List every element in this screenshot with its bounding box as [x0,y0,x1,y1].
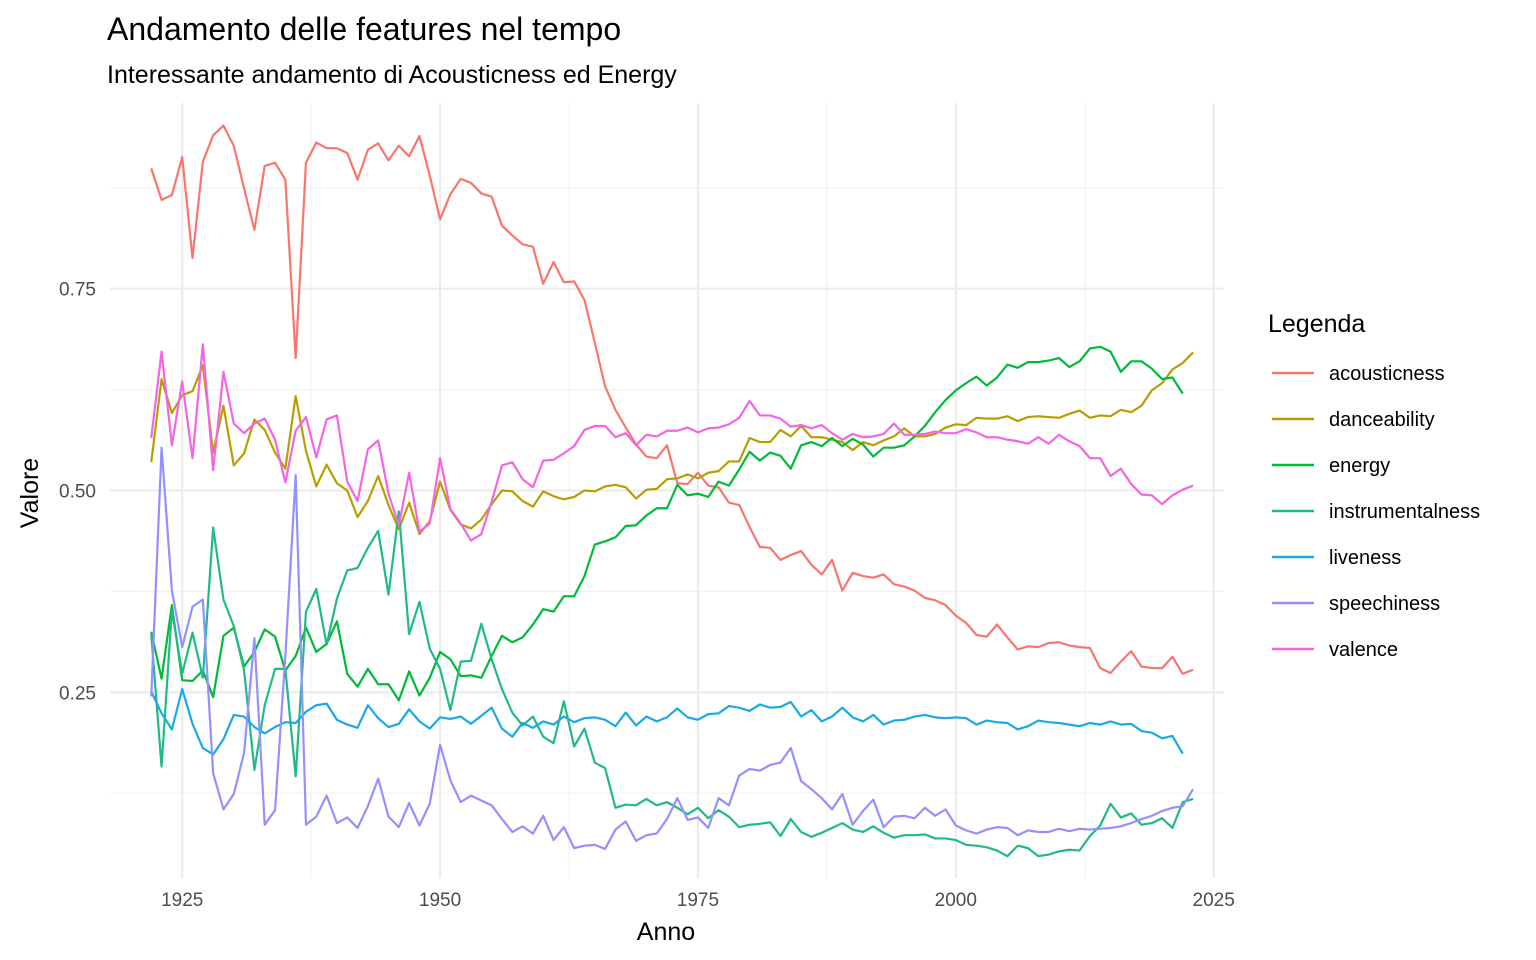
series-line-acousticness [150,124,1194,675]
legend-label: energy [1329,455,1390,477]
series-line-energy [150,345,1184,702]
legend-item-instrumentalness: instrumentalness [1272,501,1480,523]
series-line-speechiness [150,446,1194,851]
legend-label: acousticness [1329,363,1445,385]
legend-label: instrumentalness [1329,501,1480,523]
legend-label: danceability [1329,409,1435,431]
legend-label: valence [1329,639,1398,661]
x-tick-label: 1925 [161,890,203,911]
legend-title: Legenda [1268,310,1365,338]
grid [110,103,1224,878]
legend-item-valence: valence [1272,639,1398,661]
chart-title: Andamento delle features nel tempo [107,11,621,47]
series-line-danceability [150,351,1194,536]
legend-item-energy: energy [1272,455,1390,477]
x-tick-label: 1975 [677,890,719,911]
x-axis-ticks: 1925 1950 1975 2000 2025 [161,890,1235,911]
legend-item-liveness: liveness [1272,547,1401,569]
y-axis-ticks: 0.25 0.50 0.75 [59,280,96,705]
legend-label: speechiness [1329,593,1440,615]
x-tick-label: 1950 [419,890,461,911]
y-axis-title: Valore [16,458,44,528]
legend-item-danceability: danceability [1272,409,1435,431]
series-line-liveness [150,687,1184,756]
legend: Legenda acousticness danceability energy in… [1268,310,1480,661]
legend-item-speechiness: speechiness [1272,593,1440,615]
legend-items: acousticness danceability energy instrument… [1272,363,1480,661]
y-tick-label: 0.75 [59,280,96,301]
y-tick-label: 0.50 [59,482,96,503]
series-line-valence [150,343,1194,542]
x-tick-label: 2025 [1193,890,1235,911]
legend-label: liveness [1329,547,1401,569]
series-line-instrumentalness [150,510,1194,858]
legend-item-acousticness: acousticness [1272,363,1445,385]
series-lines [150,124,1194,858]
x-axis-title: Anno [637,918,695,946]
x-tick-label: 2000 [935,890,977,911]
y-tick-label: 0.25 [59,683,96,704]
chart-subtitle: Interessante andamento di Acousticness e… [107,61,677,89]
